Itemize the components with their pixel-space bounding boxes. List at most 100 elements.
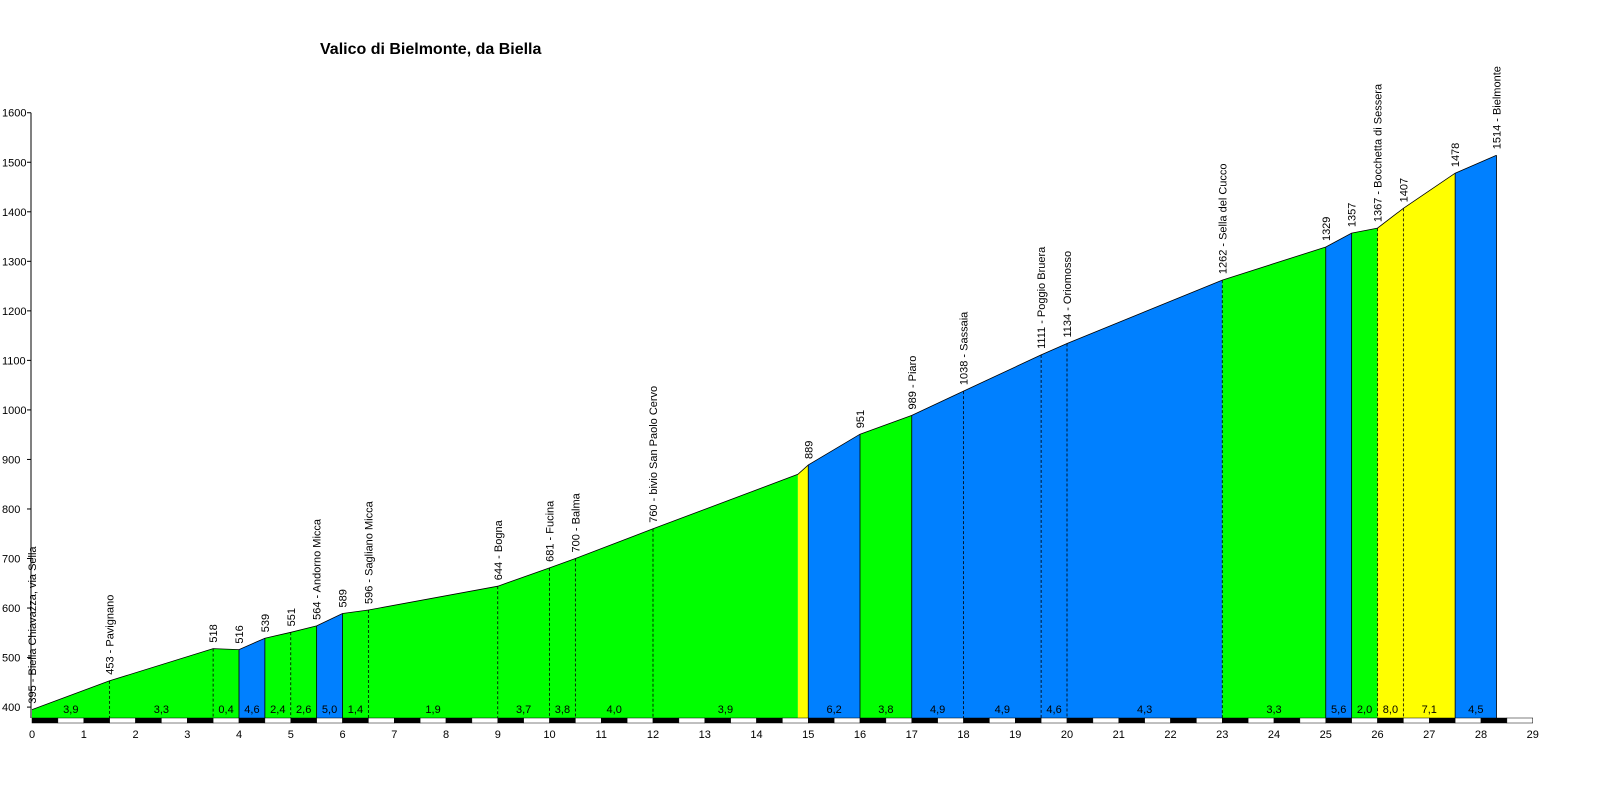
segment-fill-3	[239, 638, 265, 718]
x-tick-label-13: 13	[699, 729, 711, 741]
annotation-label-7: 589	[337, 589, 349, 607]
y-tick-label-12: 1600	[2, 108, 26, 120]
annotation-label-15: 989 - Piaro	[907, 356, 919, 410]
x-axis-bar-16	[445, 717, 473, 724]
segment-fill-10	[549, 558, 576, 718]
x-tick-label-22: 22	[1164, 729, 1176, 741]
x-axis-bar-52	[1377, 717, 1404, 724]
annotation-label-10: 681 - Fucina	[545, 500, 557, 562]
gradient-label-23: 8,0	[1383, 704, 1398, 716]
segment-fill-23	[1377, 208, 1404, 719]
x-axis-bar-19	[523, 717, 550, 724]
x-axis-bar-14	[394, 717, 421, 724]
x-tick-label-19: 19	[1009, 729, 1021, 741]
segment-fill-16	[911, 391, 964, 718]
chart-title: Valico di Bielmonte, da Biella	[320, 41, 542, 58]
x-axis-bar-35	[937, 717, 964, 724]
x-axis-bar-36	[963, 717, 990, 724]
x-axis-bar-44	[1170, 717, 1197, 724]
annotation-label-12: 760 - bivio San Paolo Cervo	[648, 386, 660, 523]
annotation-label-18: 1134 - Oriomosso	[1062, 251, 1074, 338]
gradient-label-6: 5,0	[322, 704, 337, 716]
x-axis-bar-23	[626, 717, 654, 724]
x-axis-bar-21	[575, 717, 602, 724]
x-axis-bar-25	[678, 717, 705, 724]
x-axis-bar-6	[187, 717, 214, 724]
x-axis-bar-51	[1351, 717, 1378, 724]
x-axis-bar-29	[782, 717, 809, 724]
x-axis-bar-3	[109, 717, 136, 724]
x-axis-bar-27	[730, 717, 757, 724]
profile-outline	[31, 154, 1497, 710]
annotation-label-20: 1329	[1321, 217, 1333, 241]
segment-fill-21	[1325, 233, 1352, 718]
y-tick-label-6: 1000	[2, 405, 26, 417]
y-tick-label-3: 700	[2, 554, 20, 566]
x-tick-label-21: 21	[1113, 729, 1125, 741]
y-tick-label-7: 1100	[2, 355, 26, 367]
x-axis-bar-32	[859, 717, 887, 724]
gradient-label-10: 3,8	[555, 704, 570, 716]
segment-fill-14	[808, 434, 860, 718]
gradient-label-18: 4,6	[1046, 704, 1061, 716]
annotation-label-0: 395 - Biella Chiavazza, via Sella	[27, 546, 39, 704]
x-axis-bar-31	[833, 717, 861, 724]
x-tick-label-3: 3	[184, 729, 190, 741]
annotation-label-1: 453 - Pavignano	[105, 595, 117, 675]
x-tick-label-27: 27	[1423, 729, 1435, 741]
x-axis-bar-42	[1118, 717, 1145, 724]
x-axis-bar-40	[1066, 717, 1094, 724]
annotation-label-22: 1367 - Bocchetta di Sessera	[1373, 83, 1385, 222]
x-tick-label-9: 9	[495, 729, 501, 741]
annotation-label-19: 1262 - Sella del Cucco	[1217, 163, 1229, 274]
x-axis-bar-56	[1480, 717, 1508, 724]
segment-fill-19	[1067, 280, 1223, 718]
gradient-label-5: 2,6	[296, 704, 311, 716]
x-axis-bar-28	[756, 717, 783, 724]
x-tick-label-4: 4	[236, 729, 242, 741]
x-axis-bar-9	[264, 717, 291, 724]
annotation-label-25: 1514 - Bielmonte	[1492, 66, 1504, 149]
x-tick-label-8: 8	[443, 729, 449, 741]
profile-lines	[31, 154, 1497, 718]
x-tick-label-6: 6	[339, 729, 345, 741]
x-tick-label-20: 20	[1061, 729, 1073, 741]
x-axis-bar-0	[31, 717, 59, 724]
gradient-label-19: 4,3	[1137, 704, 1152, 716]
y-tick-label-1: 500	[2, 653, 20, 665]
x-axis-bar-7	[212, 717, 240, 724]
x-axis-bar-39	[1040, 717, 1068, 724]
gradient-label-1: 3,3	[154, 704, 169, 716]
segment-fill-7	[342, 610, 369, 718]
annotation-label-9: 644 - Bogna	[493, 519, 505, 580]
y-tick-label-8: 1200	[2, 306, 26, 318]
gradient-labels: 3,9 3,3 0,4 4,6 2,4 2,6 5,0 1,4 1,9 3,7 3,8 4,0 3,9 6…	[63, 704, 1483, 716]
segment-fill-8	[368, 586, 498, 718]
annotation-label-3: 516	[234, 625, 246, 643]
segment-fill-5	[290, 625, 317, 718]
segment-fill-0	[32, 680, 110, 718]
x-tick-label-26: 26	[1371, 729, 1383, 741]
segment-fill-11	[575, 528, 653, 718]
annotation-label-5: 551	[286, 608, 298, 626]
x-axis-bar-30	[808, 717, 835, 724]
annotation-label-21: 1357	[1347, 203, 1359, 227]
gradient-label-3: 4,6	[244, 704, 259, 716]
annotation-label-8: 596 - Sagliano Micca	[363, 500, 375, 604]
x-tick-label-16: 16	[854, 729, 866, 741]
x-tick-label-5: 5	[288, 729, 294, 741]
x-axis-bar-20	[549, 717, 576, 724]
y-tick-label-11: 1500	[2, 157, 26, 169]
gradient-label-25: 4,5	[1468, 704, 1483, 716]
gradient-label-15: 3,8	[878, 704, 893, 716]
annotation-label-24: 1478	[1450, 143, 1462, 167]
x-axis-bar-46	[1222, 717, 1249, 724]
gradient-label-22: 2,0	[1357, 704, 1372, 716]
x-axis-bar-37	[989, 717, 1016, 724]
segment-fill-4	[264, 632, 291, 718]
x-axis-bar-15	[419, 717, 447, 724]
gradient-label-12: 3,9	[718, 704, 733, 716]
y-tick-label-2: 600	[2, 603, 20, 615]
x-tick-label-23: 23	[1216, 729, 1228, 741]
axes: 4005006007008009001000110012001300140015…	[2, 108, 1539, 741]
